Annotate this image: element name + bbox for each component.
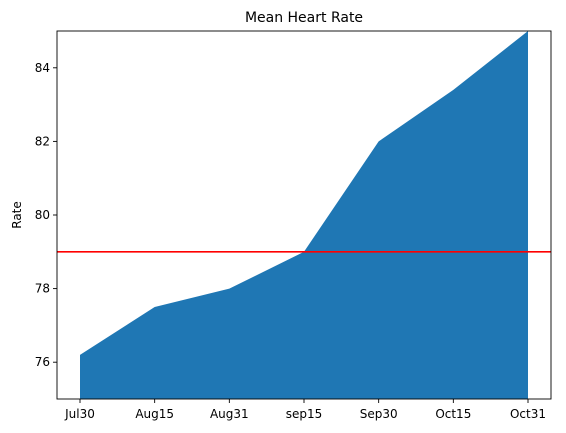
chart-title: Mean Heart Rate [245, 10, 363, 26]
y-axis-label: Rate [10, 201, 24, 229]
area-series-0 [80, 31, 528, 399]
x-tick-label-Jul30: Jul30 [64, 407, 95, 421]
y-tick-label-78: 78 [35, 282, 50, 296]
x-tick-label-Oct15: Oct15 [435, 407, 471, 421]
x-tick-label-sep15: sep15 [286, 407, 323, 421]
y-tick-label-82: 82 [35, 134, 50, 148]
x-tick-label-Aug15: Aug15 [135, 407, 174, 421]
x-tick-label-Aug31: Aug31 [210, 407, 249, 421]
y-tick-label-80: 80 [35, 208, 50, 222]
x-tick-label-Oct31: Oct31 [510, 407, 546, 421]
y-tick-label-76: 76 [35, 355, 50, 369]
plot-area: Jul30 Aug15 Aug31 sep15 Sep30 Oct15 Oct31 76 78 8… [35, 30, 552, 421]
x-tick-label-Sep30: Sep30 [360, 407, 398, 421]
y-tick-label-84: 84 [35, 61, 50, 75]
